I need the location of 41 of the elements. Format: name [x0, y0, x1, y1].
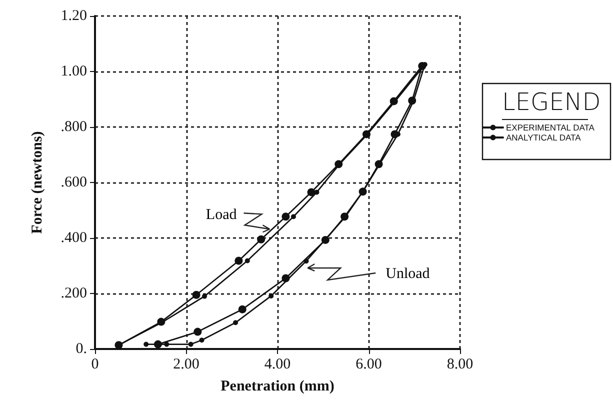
- y-tick-label: .600: [60, 174, 87, 190]
- point: [282, 274, 290, 282]
- x-tick-label: 2.00: [173, 356, 200, 372]
- point: [307, 188, 316, 196]
- annotation: Load: [206, 207, 238, 224]
- point: [194, 328, 202, 336]
- y-tick-label: 1.00: [60, 64, 87, 80]
- y-tick-label: .800: [60, 119, 87, 135]
- point: [374, 160, 383, 168]
- legend-label: ANALYTICAL DATA: [506, 132, 582, 142]
- x-tick-label: 6.00: [356, 356, 382, 372]
- legend-title: LEGEND: [502, 88, 601, 116]
- y-tick-label: .400: [60, 230, 87, 246]
- point: [314, 190, 320, 195]
- point: [164, 342, 170, 347]
- y-tick-label: 0.: [76, 341, 87, 357]
- point: [290, 214, 296, 220]
- point: [202, 294, 207, 299]
- annotation: Unload: [386, 266, 430, 282]
- point: [144, 342, 149, 347]
- y-axis-title: Force (newtons): [30, 131, 46, 234]
- x-tick-label: 4.00: [264, 356, 291, 372]
- point: [282, 212, 290, 221]
- y-tick-label: 1.20: [60, 8, 87, 24]
- point: [188, 342, 194, 347]
- point: [268, 294, 274, 298]
- x-axis-title: Penetration (mm): [220, 378, 334, 394]
- x-tick-label: 8.00: [446, 356, 474, 372]
- point: [199, 338, 204, 343]
- point: [154, 340, 162, 348]
- point: [234, 256, 243, 265]
- point: [192, 290, 200, 299]
- point: [321, 236, 330, 244]
- y-tick-label: .200: [60, 286, 87, 302]
- point: [304, 258, 309, 264]
- x-tick-label: 0: [91, 356, 99, 372]
- point: [238, 305, 246, 314]
- point: [257, 235, 266, 244]
- point: [233, 320, 238, 326]
- point: [244, 258, 250, 264]
- legend-label: EXPERIMENTAL DATA: [506, 122, 595, 132]
